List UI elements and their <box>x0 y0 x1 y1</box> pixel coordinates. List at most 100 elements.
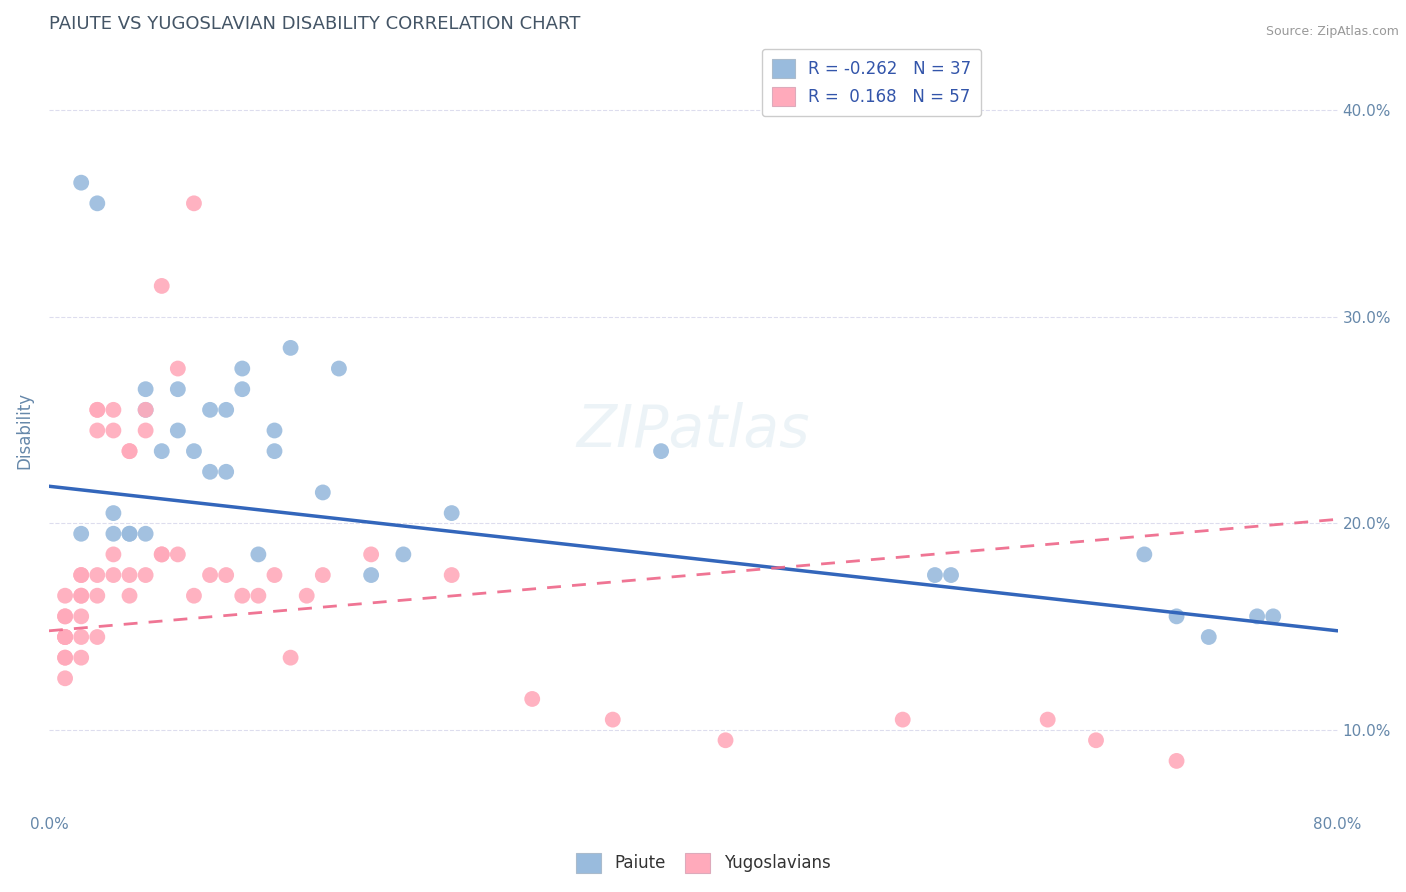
Point <box>118 444 141 458</box>
Point <box>1263 609 1285 624</box>
Point <box>150 548 173 562</box>
Point <box>86 424 108 438</box>
Point <box>135 402 157 417</box>
Point <box>150 279 173 293</box>
Legend: Paiute, Yugoslavians: Paiute, Yugoslavians <box>569 847 837 880</box>
Point <box>247 589 270 603</box>
Point <box>135 526 157 541</box>
Point <box>440 568 463 582</box>
Point <box>1085 733 1108 747</box>
Point <box>891 713 914 727</box>
Point <box>183 196 205 211</box>
Point <box>198 402 221 417</box>
Point <box>70 568 93 582</box>
Point <box>70 568 93 582</box>
Point <box>86 630 108 644</box>
Point <box>53 609 76 624</box>
Point <box>53 609 76 624</box>
Point <box>103 548 125 562</box>
Point <box>118 444 141 458</box>
Point <box>103 568 125 582</box>
Point <box>392 548 415 562</box>
Point <box>135 382 157 396</box>
Point <box>86 568 108 582</box>
Point <box>70 176 93 190</box>
Point <box>166 382 188 396</box>
Point <box>247 548 270 562</box>
Point <box>118 526 141 541</box>
Point <box>53 671 76 685</box>
Point <box>135 424 157 438</box>
Point <box>166 548 188 562</box>
Point <box>1166 609 1188 624</box>
Point <box>714 733 737 747</box>
Legend: R = -0.262   N = 37, R =  0.168   N = 57: R = -0.262 N = 37, R = 0.168 N = 57 <box>762 49 981 116</box>
Point <box>1166 754 1188 768</box>
Point <box>263 424 285 438</box>
Point <box>53 630 76 644</box>
Point <box>86 402 108 417</box>
Point <box>263 444 285 458</box>
Point <box>103 526 125 541</box>
Point <box>70 526 93 541</box>
Point <box>650 444 672 458</box>
Point <box>440 506 463 520</box>
Point <box>280 650 302 665</box>
Point <box>70 589 93 603</box>
Point <box>53 650 76 665</box>
Point <box>215 402 238 417</box>
Point <box>231 361 253 376</box>
Text: ZIPatlas: ZIPatlas <box>576 402 810 459</box>
Point <box>118 589 141 603</box>
Point <box>1036 713 1059 727</box>
Point <box>215 568 238 582</box>
Point <box>198 465 221 479</box>
Point <box>198 568 221 582</box>
Point <box>166 424 188 438</box>
Point <box>939 568 962 582</box>
Point <box>166 361 188 376</box>
Point <box>70 589 93 603</box>
Point <box>183 444 205 458</box>
Point <box>602 713 624 727</box>
Point <box>312 568 335 582</box>
Point <box>215 465 238 479</box>
Point <box>86 589 108 603</box>
Point <box>53 650 76 665</box>
Point <box>150 444 173 458</box>
Point <box>360 568 382 582</box>
Point <box>280 341 302 355</box>
Point <box>1133 548 1156 562</box>
Text: PAIUTE VS YUGOSLAVIAN DISABILITY CORRELATION CHART: PAIUTE VS YUGOSLAVIAN DISABILITY CORRELA… <box>49 15 581 33</box>
Point <box>70 609 93 624</box>
Point <box>118 526 141 541</box>
Point <box>150 548 173 562</box>
Point <box>103 424 125 438</box>
Point <box>312 485 335 500</box>
Point <box>295 589 318 603</box>
Point <box>103 506 125 520</box>
Point <box>53 630 76 644</box>
Point <box>53 589 76 603</box>
Point <box>1198 630 1220 644</box>
Y-axis label: Disability: Disability <box>15 392 32 469</box>
Point <box>1246 609 1268 624</box>
Point <box>231 589 253 603</box>
Point <box>70 630 93 644</box>
Point <box>70 650 93 665</box>
Point <box>135 402 157 417</box>
Point <box>183 589 205 603</box>
Point <box>103 402 125 417</box>
Point <box>53 630 76 644</box>
Point <box>263 568 285 582</box>
Point <box>231 382 253 396</box>
Point <box>118 568 141 582</box>
Text: Source: ZipAtlas.com: Source: ZipAtlas.com <box>1265 25 1399 38</box>
Point <box>328 361 350 376</box>
Point <box>86 402 108 417</box>
Point <box>86 196 108 211</box>
Point <box>522 692 544 706</box>
Point <box>360 548 382 562</box>
Point <box>135 568 157 582</box>
Point <box>924 568 946 582</box>
